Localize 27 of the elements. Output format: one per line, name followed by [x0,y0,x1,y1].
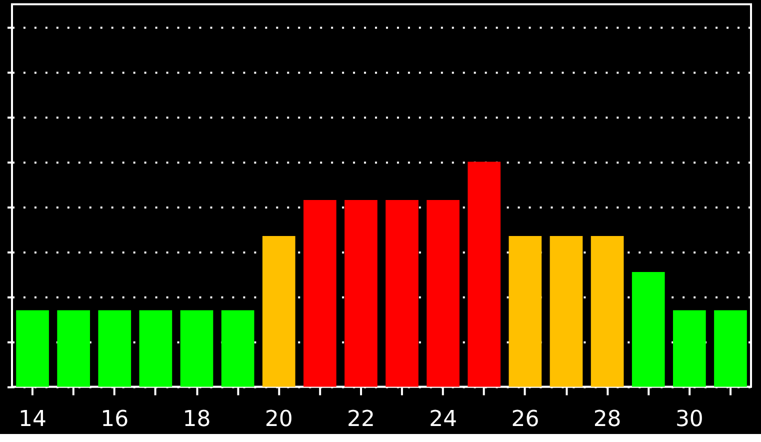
x-tick-label: 20 [264,407,293,432]
x-tick-label: 28 [593,407,622,432]
x-tick-label: 24 [429,407,458,432]
bar [426,200,460,387]
x-tick-label: 22 [346,407,375,432]
bar [221,310,254,387]
bar [508,236,542,387]
bar [673,310,706,387]
bar [632,272,665,387]
x-tick-label: 30 [675,407,704,432]
x-tick-label: 16 [100,407,129,432]
bar [139,310,172,387]
x-tick-label: 18 [182,407,211,432]
x-tick-label: 26 [511,407,540,432]
bar [344,200,378,387]
bar [262,236,296,387]
x-tick-label: 14 [18,407,46,432]
bar [303,200,336,387]
bar [16,310,49,387]
bar [590,236,624,387]
bar [468,162,501,387]
bar [57,310,90,387]
bar [180,310,214,387]
bar [98,310,132,387]
bar [550,236,583,387]
bar [386,200,418,387]
bar [714,310,747,387]
